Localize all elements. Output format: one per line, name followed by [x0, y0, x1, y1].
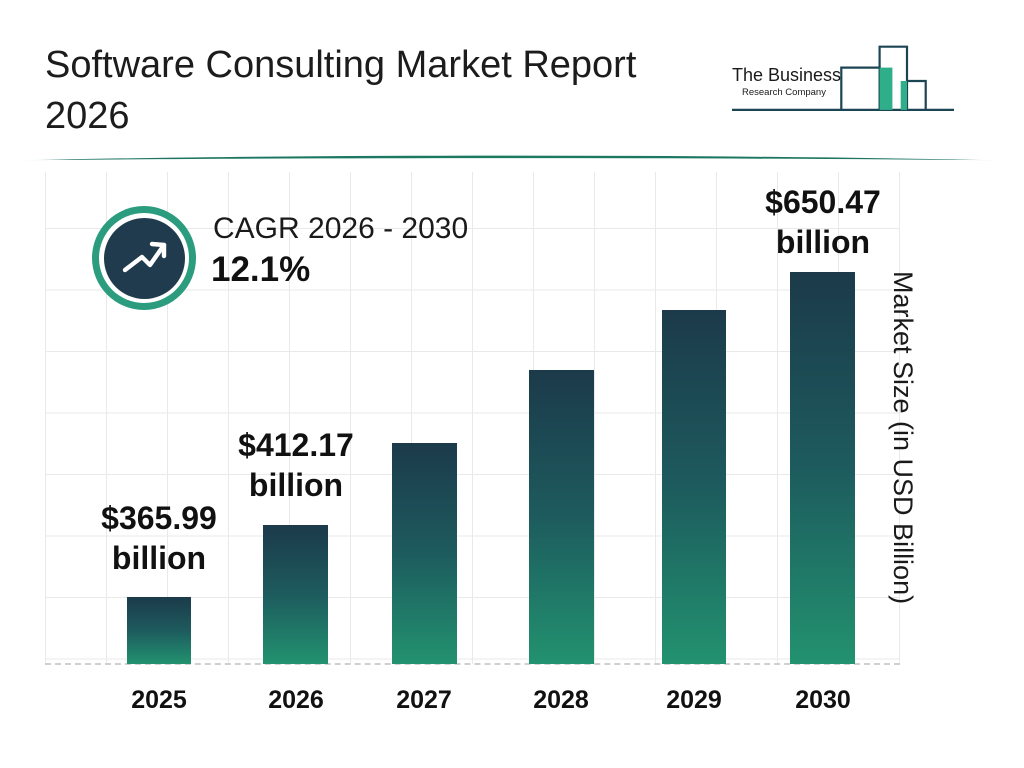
svg-text:The Business: The Business — [732, 65, 841, 85]
svg-text:Research Company: Research Company — [742, 87, 826, 98]
